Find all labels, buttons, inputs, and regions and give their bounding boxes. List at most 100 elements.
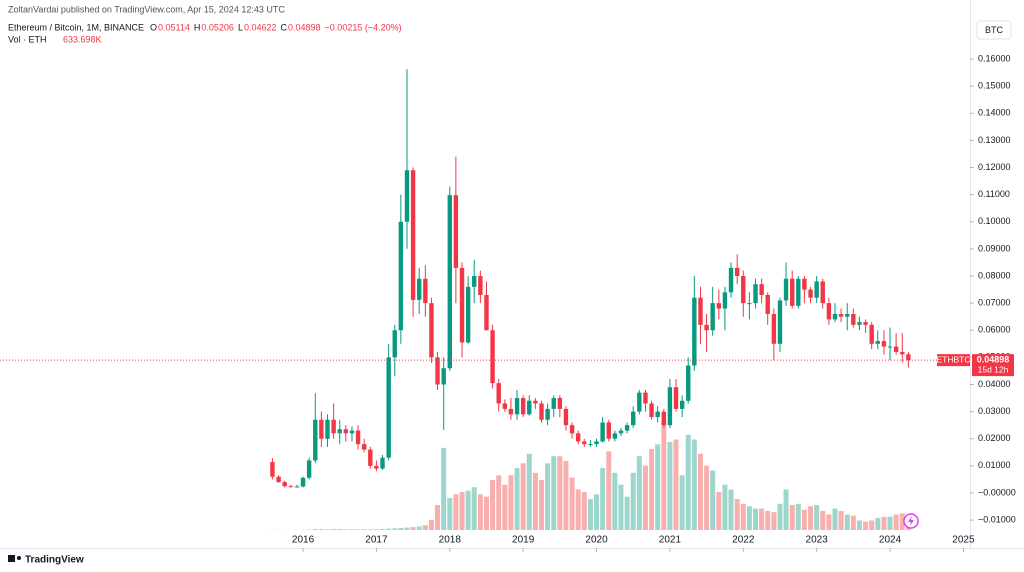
volume-bar	[606, 451, 612, 530]
y-tick-label: 0.12000	[978, 162, 1011, 172]
volume-bar	[765, 510, 771, 530]
candle-body	[612, 433, 618, 439]
volume-bar	[691, 439, 697, 530]
logo-dot	[17, 556, 21, 560]
y-tick-label: 0.14000	[978, 108, 1011, 118]
ohlc-value: 0.04622	[244, 22, 277, 32]
volume-bar	[594, 494, 600, 530]
candle-body	[814, 281, 819, 298]
volume-bar	[453, 494, 459, 530]
volume-bar	[881, 516, 887, 530]
candle-body	[453, 195, 459, 268]
volume-bar	[716, 491, 722, 530]
candle-body	[777, 300, 783, 344]
candle-body	[716, 303, 722, 309]
volume-bar	[655, 444, 661, 530]
candle-body	[551, 398, 556, 409]
candle-body	[802, 278, 807, 290]
last-price-label: 0.04898	[977, 355, 1010, 365]
candle-body	[698, 297, 703, 325]
candle-body	[496, 383, 501, 404]
candle-body	[441, 368, 446, 385]
y-tick-label: 0.11000	[978, 189, 1010, 199]
candle-body	[386, 357, 391, 458]
candle-body	[368, 449, 373, 466]
volume-bar	[618, 484, 624, 530]
y-tick-label: −0.00000	[978, 487, 1016, 497]
volume-bar	[379, 529, 385, 530]
candle-body	[343, 429, 349, 434]
volume-bar	[801, 509, 807, 530]
volume-bar	[373, 529, 379, 530]
candle-body	[355, 430, 361, 445]
candle-body	[398, 221, 404, 331]
ohlc-value: 0.05206	[201, 22, 234, 32]
countdown: 15d 12h	[978, 364, 1009, 374]
volume-bar	[490, 480, 496, 530]
y-tick-label: 0.08000	[978, 270, 1011, 280]
price-tag-bg	[937, 354, 970, 367]
candle-body	[288, 486, 293, 488]
publisher: ZoltanVardai published on TradingView.co…	[8, 4, 285, 14]
candle-body	[790, 278, 795, 306]
candle-body	[686, 365, 691, 401]
volume-bar	[753, 508, 759, 530]
candle-body	[588, 444, 593, 446]
currency-label[interactable]: BTC	[985, 25, 1004, 35]
ohlc-value: 0.05114	[158, 22, 190, 32]
ohlc-letter: O	[150, 22, 157, 32]
candle-body	[331, 419, 336, 434]
volume-bar	[795, 503, 801, 530]
volume-bar	[386, 528, 392, 530]
volume-bar	[477, 494, 483, 530]
volume-bar	[777, 503, 783, 530]
candle-body	[490, 330, 495, 384]
candle-body	[484, 294, 489, 331]
volume-bar	[783, 489, 789, 530]
ohlc-legend: O 0.05114 H 0.05206 L 0.04622 C 0.04898 −0.00215…	[150, 22, 402, 32]
candle-body	[881, 341, 887, 347]
volume-bar	[649, 449, 655, 530]
candle-body	[313, 419, 318, 461]
candle-body	[429, 303, 434, 358]
candle-body	[478, 276, 483, 295]
volume-bar	[361, 529, 367, 530]
candle-body	[416, 278, 422, 300]
candle-body	[783, 278, 789, 301]
volume-bar	[759, 508, 765, 530]
volume-bar	[893, 514, 899, 530]
candle-body	[661, 411, 667, 426]
candle-body	[435, 357, 440, 385]
volume-bar	[856, 520, 862, 530]
brand: TradingView	[25, 555, 84, 566]
candle-body	[741, 276, 746, 304]
candle-body	[722, 292, 728, 309]
candle-body	[692, 297, 697, 366]
volume-bar	[532, 472, 538, 530]
candle-body	[851, 313, 856, 325]
volume-bar	[551, 456, 557, 530]
volume-bar	[789, 505, 795, 530]
candle-body	[404, 170, 410, 222]
symbol-title: Ethereum / Bitcoin, 1M, BINANCE	[8, 22, 144, 32]
volume-bar	[337, 529, 343, 530]
currency-button[interactable]	[976, 20, 1012, 40]
x-tick-label: 2020	[585, 535, 608, 546]
volume-bar	[404, 527, 410, 530]
volume-bar	[343, 529, 349, 530]
candle-body	[563, 408, 569, 426]
candle-body	[410, 170, 416, 300]
volume-bar	[642, 465, 648, 530]
volume-bar	[832, 508, 838, 530]
volume-bar	[863, 521, 869, 530]
candle-body	[624, 425, 630, 431]
y-tick-label: 0.01000	[978, 460, 1011, 470]
candle-body	[643, 392, 648, 404]
volume-bar	[538, 480, 544, 530]
x-tick-label: 2019	[512, 535, 535, 546]
volume-bar	[569, 477, 575, 530]
ohlc-letter: H	[194, 22, 201, 32]
candle-body	[838, 313, 844, 317]
volume-bar	[496, 475, 502, 530]
candle-body	[361, 444, 367, 450]
